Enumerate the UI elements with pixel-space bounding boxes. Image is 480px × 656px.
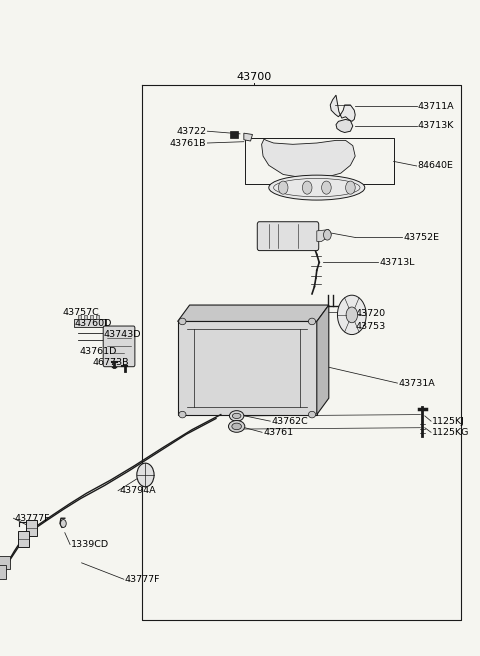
- Circle shape: [278, 181, 288, 194]
- Circle shape: [137, 463, 154, 487]
- Bar: [84, 315, 87, 319]
- Bar: [0, 556, 10, 569]
- Text: 43761D: 43761D: [79, 347, 117, 356]
- Text: 43752E: 43752E: [403, 233, 439, 242]
- Text: 43777F: 43777F: [125, 575, 160, 584]
- Polygon shape: [178, 305, 329, 321]
- Ellipse shape: [308, 411, 316, 418]
- Circle shape: [322, 181, 331, 194]
- Text: 43762C: 43762C: [271, 417, 308, 426]
- Bar: [18, 531, 29, 547]
- Ellipse shape: [179, 411, 186, 418]
- Polygon shape: [330, 95, 355, 121]
- Text: 43743D: 43743D: [103, 330, 141, 339]
- Circle shape: [337, 295, 366, 335]
- Text: 43713L: 43713L: [379, 258, 415, 267]
- Text: 43731A: 43731A: [398, 379, 435, 388]
- Circle shape: [60, 520, 66, 527]
- Bar: [26, 520, 37, 536]
- Polygon shape: [262, 139, 355, 178]
- Bar: [0, 565, 6, 579]
- Ellipse shape: [232, 423, 241, 430]
- Polygon shape: [317, 305, 329, 415]
- Polygon shape: [336, 119, 353, 133]
- Text: 84640E: 84640E: [418, 161, 454, 171]
- Circle shape: [346, 181, 355, 194]
- Text: 1339CD: 1339CD: [71, 540, 109, 549]
- Ellipse shape: [308, 318, 316, 325]
- Text: 43700: 43700: [237, 72, 272, 83]
- Bar: [230, 131, 238, 138]
- Text: 43722: 43722: [176, 127, 206, 136]
- Polygon shape: [317, 230, 331, 241]
- Text: 1125KG: 1125KG: [432, 428, 469, 437]
- FancyBboxPatch shape: [103, 326, 135, 367]
- Text: 43761: 43761: [263, 428, 293, 437]
- Text: 43761B: 43761B: [170, 138, 206, 148]
- Bar: [96, 315, 99, 319]
- Text: 46773B: 46773B: [93, 358, 129, 367]
- Circle shape: [302, 181, 312, 194]
- Ellipse shape: [232, 413, 241, 419]
- FancyBboxPatch shape: [257, 222, 319, 251]
- Ellipse shape: [179, 318, 186, 325]
- Text: 1125KJ: 1125KJ: [432, 417, 465, 426]
- Polygon shape: [178, 321, 317, 415]
- Text: 43713K: 43713K: [418, 121, 454, 131]
- Bar: [90, 315, 93, 319]
- Circle shape: [346, 307, 358, 323]
- Ellipse shape: [228, 420, 245, 432]
- Text: 43757C: 43757C: [62, 308, 99, 317]
- Bar: [78, 315, 81, 319]
- Text: 43777F: 43777F: [14, 514, 50, 523]
- Bar: [74, 319, 106, 327]
- Ellipse shape: [229, 411, 244, 421]
- Circle shape: [324, 230, 331, 240]
- Text: 43711A: 43711A: [418, 102, 454, 111]
- Text: 43760D: 43760D: [74, 319, 112, 328]
- Polygon shape: [244, 133, 252, 141]
- Ellipse shape: [269, 175, 365, 200]
- Text: 43794A: 43794A: [119, 486, 156, 495]
- Text: 43753: 43753: [355, 321, 385, 331]
- Text: 43720: 43720: [355, 309, 385, 318]
